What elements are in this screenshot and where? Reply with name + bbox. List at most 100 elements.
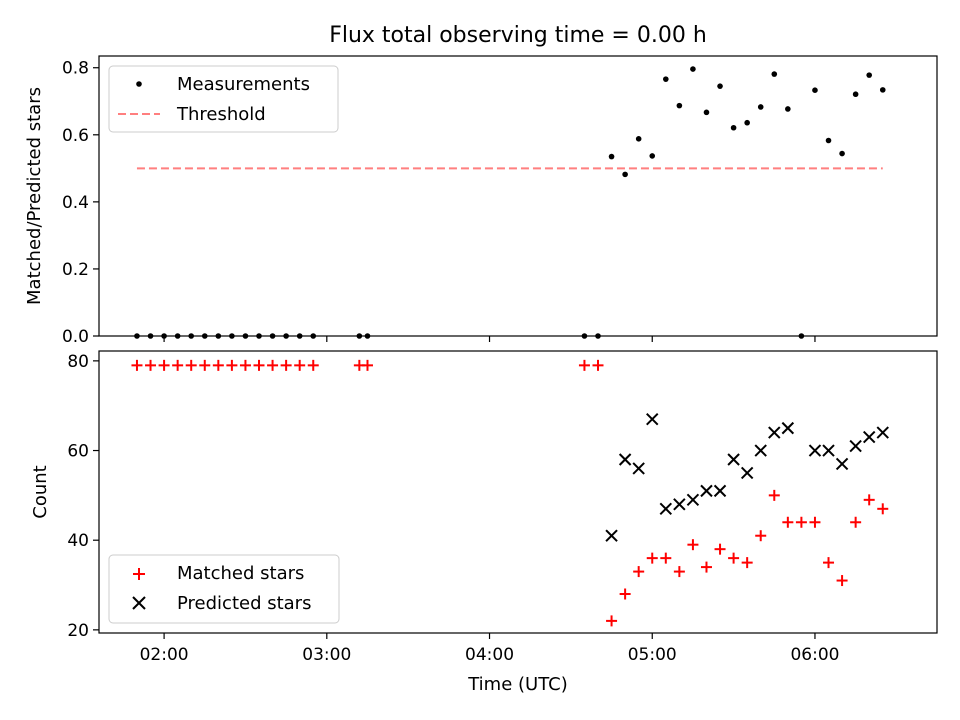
bottom-series-points bbox=[131, 359, 889, 627]
top-y-ticks: 0.0 0.2 0.4 0.6 0.8 bbox=[62, 59, 99, 347]
matched-star-point bbox=[633, 566, 645, 578]
top-series-points bbox=[134, 66, 886, 339]
top-x-ticks bbox=[163, 336, 816, 342]
predicted-star-point-b bbox=[740, 466, 754, 480]
measurement-point bbox=[879, 87, 886, 93]
matched-star-point bbox=[578, 359, 590, 371]
matched-star-point bbox=[755, 530, 767, 542]
predicted-star-point-b bbox=[632, 462, 645, 475]
predicted-star-point bbox=[727, 453, 740, 466]
predicted-star-point-b bbox=[646, 412, 659, 426]
measurement-point bbox=[757, 104, 764, 110]
legend-matched-label: Matched stars bbox=[177, 563, 304, 584]
measurement-point bbox=[785, 106, 791, 112]
predicted-star-point bbox=[659, 502, 673, 516]
legend-measurements-label: Measurements bbox=[177, 74, 310, 95]
predicted-star-point-b bbox=[700, 484, 713, 498]
matched-star-point bbox=[294, 359, 306, 371]
predicted-star-point-b bbox=[713, 484, 727, 498]
matched-star-point bbox=[687, 539, 699, 551]
legend-measurements-marker bbox=[136, 81, 142, 87]
matched-star-point bbox=[131, 359, 143, 371]
measurement-point bbox=[649, 153, 656, 159]
matched-star-point bbox=[782, 516, 794, 528]
bottom-legend-box bbox=[108, 554, 340, 624]
top-axes-frame bbox=[98, 55, 938, 337]
matched-star-point bbox=[361, 359, 373, 371]
matched-star-point bbox=[809, 516, 821, 528]
matched-star-point bbox=[877, 503, 889, 515]
bottom-x-ticks: 02:00 03:00 04:00 05:00 06:00 bbox=[140, 633, 839, 665]
predicted-star-point-b bbox=[862, 430, 876, 444]
matched-star-point bbox=[836, 575, 848, 587]
matched-star-point bbox=[212, 359, 224, 371]
measurement-point bbox=[690, 66, 696, 72]
bottom-y-ticks: 20 40 60 80 bbox=[67, 352, 99, 641]
matched-star-point bbox=[267, 359, 279, 371]
top-legend-box bbox=[108, 65, 339, 133]
xtick-label: 03:00 bbox=[302, 645, 351, 665]
measurement-point bbox=[852, 91, 859, 98]
matched-star-point bbox=[172, 359, 184, 371]
top-ytick-label: 0.0 bbox=[62, 327, 89, 347]
measurement-point bbox=[622, 171, 628, 178]
predicted-star-point-b bbox=[781, 421, 795, 435]
measurement-point bbox=[635, 136, 642, 142]
matched-star-point bbox=[850, 516, 862, 528]
top-legend: Measurements Threshold bbox=[108, 65, 339, 133]
legend-matched-marker bbox=[133, 568, 145, 580]
predicted-star-point-b bbox=[754, 444, 767, 457]
matched-star-point bbox=[280, 359, 292, 371]
bottom-ytick-label: 80 bbox=[67, 352, 89, 372]
bottom-panel: 20 40 60 80 02:00 03:00 04:00 05:00 06:00 Count… bbox=[30, 350, 938, 695]
matched-star-point bbox=[768, 489, 780, 501]
matched-star-point bbox=[145, 359, 157, 371]
matched-star-point bbox=[253, 359, 265, 371]
predicted-star-point bbox=[768, 426, 781, 439]
matched-star-point bbox=[606, 615, 618, 627]
matched-star-point bbox=[673, 566, 685, 578]
xtick-label: 05:00 bbox=[628, 645, 677, 665]
predicted-star-point bbox=[700, 484, 713, 498]
matched-star-point bbox=[660, 552, 672, 564]
predicted-star-point bbox=[835, 457, 849, 471]
xtick-label: 02:00 bbox=[140, 645, 189, 665]
bottom-ytick-label: 40 bbox=[67, 531, 89, 551]
measurement-point bbox=[771, 71, 778, 77]
measurement-point bbox=[663, 76, 669, 82]
legend-threshold-label: Threshold bbox=[176, 104, 266, 125]
predicted-star-point-b bbox=[768, 426, 781, 439]
top-y-axis-label: Matched/Predicted stars bbox=[24, 87, 45, 305]
predicted-star-point bbox=[686, 493, 700, 507]
measurement-point bbox=[866, 72, 873, 78]
measurement-point bbox=[703, 109, 710, 116]
matched-star-point bbox=[239, 359, 251, 371]
legend-predicted-marker bbox=[132, 596, 146, 610]
predicted-star-point bbox=[862, 430, 876, 444]
matched-star-point bbox=[185, 359, 197, 371]
predicted-star-point-b bbox=[727, 453, 740, 466]
bottom-ytick-label: 60 bbox=[67, 442, 89, 462]
measurement-point bbox=[744, 119, 750, 126]
matched-star-point bbox=[158, 359, 170, 371]
matched-star-point bbox=[741, 557, 753, 569]
measurement-point bbox=[812, 87, 818, 94]
top-ytick-label: 0.8 bbox=[62, 59, 89, 79]
predicted-star-point-b bbox=[876, 426, 889, 439]
matched-star-point bbox=[714, 543, 726, 555]
predicted-star-point bbox=[781, 421, 795, 435]
xtick-label: 04:00 bbox=[465, 645, 514, 665]
bottom-axes-frame bbox=[98, 350, 938, 634]
predicted-star-point-b bbox=[659, 502, 673, 516]
predicted-star-point bbox=[673, 498, 686, 511]
measurement-point bbox=[730, 124, 737, 131]
chart-title: Flux total observing time = 0.00 h bbox=[329, 23, 707, 48]
x-axis-label: Time (UTC) bbox=[467, 674, 568, 695]
predicted-star-point bbox=[632, 462, 645, 475]
top-ytick-label: 0.6 bbox=[62, 126, 89, 146]
predicted-star-point bbox=[754, 444, 767, 457]
matched-star-point bbox=[863, 494, 875, 506]
predicted-star-point bbox=[605, 529, 618, 542]
top-ytick-label: 0.4 bbox=[62, 193, 89, 213]
